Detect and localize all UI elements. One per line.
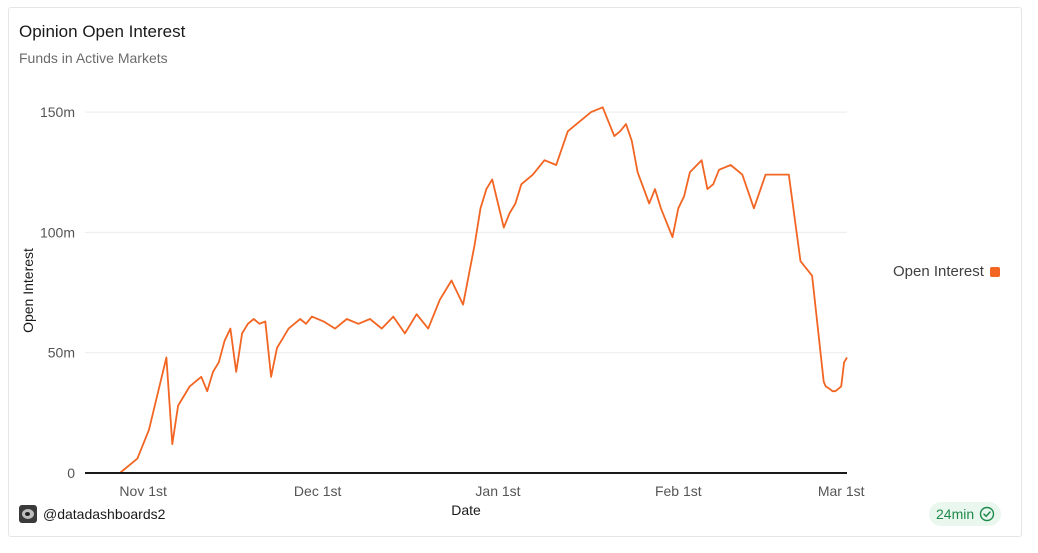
series-layer [85, 106, 848, 474]
series-line-open-interest[interactable] [85, 106, 848, 474]
y-axis-label: Open Interest [20, 248, 36, 333]
y-tick-label: 150m [40, 104, 75, 120]
legend-swatch [989, 266, 1000, 277]
x-axis-label: Date [451, 502, 481, 518]
legend-label: Open Interest [893, 263, 984, 280]
x-axis-ticks: Nov 1st Dec 1st Jan 1st Feb 1st Mar 1st [119, 483, 864, 499]
chart-title: Opinion Open Interest [19, 22, 186, 41]
x-tick-label: Feb 1st [655, 483, 702, 499]
check-circle-icon [979, 506, 995, 522]
y-axis-ticks: 0 50m 100m 150m [40, 104, 75, 481]
author-watermark[interactable]: @datadashboards2 [19, 505, 165, 523]
y-tick-label: 50m [48, 345, 75, 361]
chart-subtitle: Funds in Active Markets [19, 50, 168, 66]
y-tick-label: 100m [40, 224, 75, 240]
author-avatar-icon [19, 505, 37, 523]
x-tick-label: Jan 1st [475, 483, 520, 499]
chart-card: Opinion Open Interest Funds in Active Ma… [8, 7, 1022, 537]
x-tick-label: Nov 1st [119, 483, 167, 499]
y-tick-label: 0 [67, 465, 75, 481]
freshness-badge[interactable]: 24min [929, 502, 1002, 526]
x-tick-label: Dec 1st [294, 483, 342, 499]
x-tick-label: Mar 1st [818, 483, 865, 499]
chart-legend[interactable]: Open Interest [893, 263, 1000, 280]
grid-lines [85, 111, 847, 354]
author-handle: @datadashboards2 [43, 506, 166, 522]
freshness-text: 24min [936, 506, 975, 522]
line-chart: 0 50m 100m 150m Nov 1st Dec 1st Jan 1st Feb 1s… [20, 104, 865, 518]
